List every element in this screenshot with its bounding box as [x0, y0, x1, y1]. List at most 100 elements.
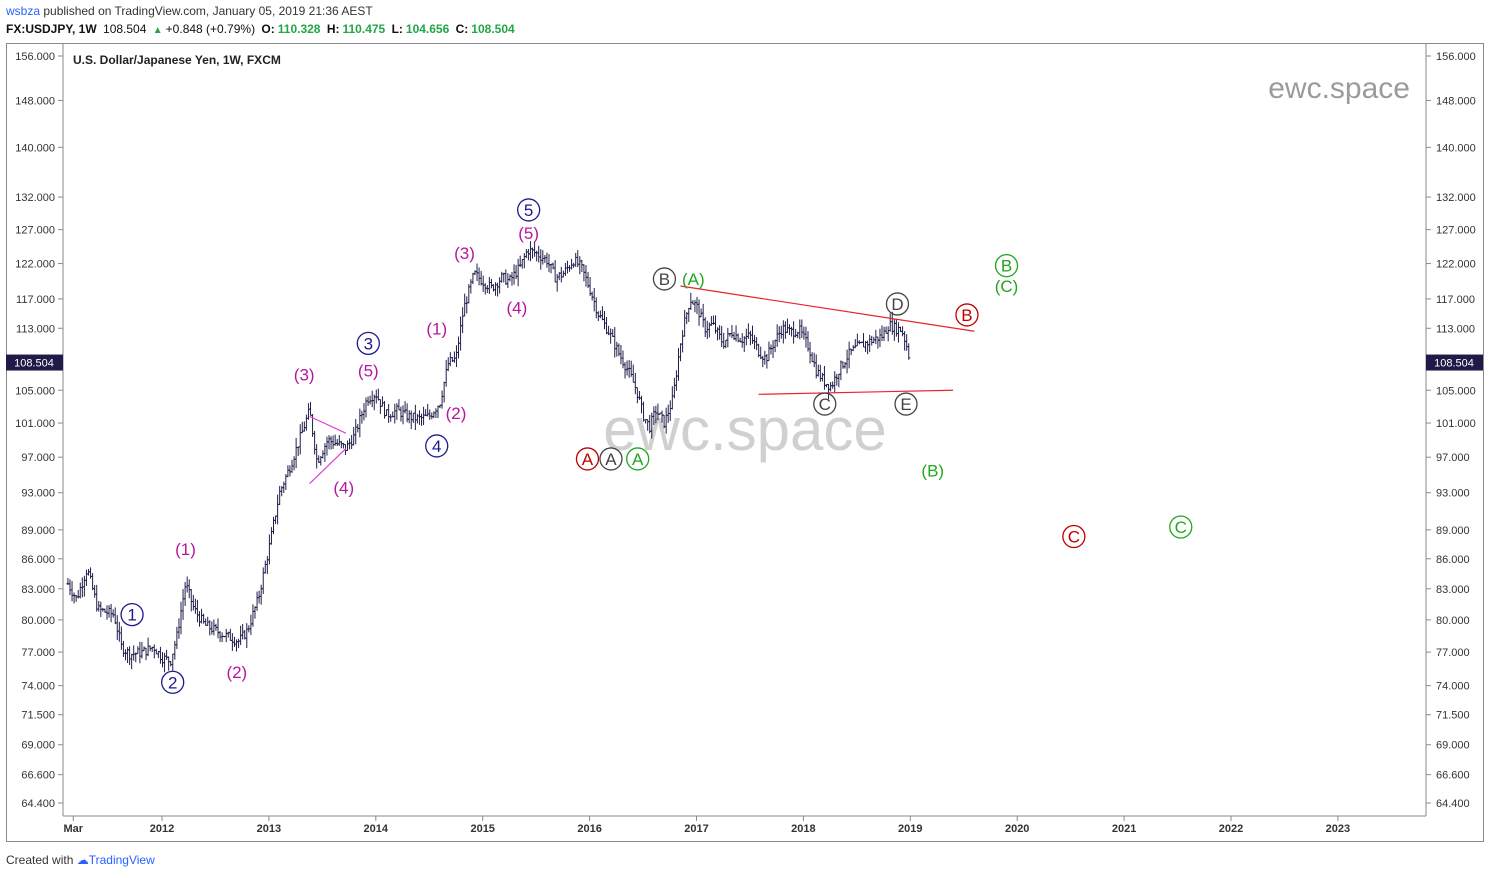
low-label: L: [391, 22, 403, 36]
x-tick-label: 2022 [1219, 823, 1243, 835]
wave-label[interactable]: (A) [682, 270, 705, 289]
wave-label-circle[interactable] [885, 292, 910, 316]
triangle-line[interactable] [309, 448, 347, 485]
x-tick-label: 2015 [470, 823, 494, 835]
wave-label[interactable]: (5) [358, 361, 379, 380]
x-axis[interactable]: Mar 2012 2013 2014 2015 2016 2017 2018 2019 2020 2… [63, 816, 1350, 835]
last-price: 108.504 [103, 22, 147, 36]
x-tick-label: 2020 [1005, 823, 1029, 835]
drawing-lines[interactable] [309, 285, 975, 485]
y-tick-label-right: 156.000 [1436, 51, 1476, 63]
wave-label-circle[interactable] [356, 331, 380, 355]
chart-title: U.S. Dollar/Japanese Yen, 1W, FXCM [73, 53, 281, 67]
wave-label-circle[interactable] [1169, 515, 1193, 539]
y-tick-label-right: 66.600 [1436, 770, 1470, 782]
low-value: 104.656 [405, 22, 450, 36]
x-tick-label: 2013 [257, 823, 281, 835]
center-watermark: ewc.space [603, 396, 886, 463]
wave-label[interactable]: C [819, 395, 831, 414]
symbol-info-bar: FX:USDJPY, 1W 108.504 ▲ +0.848 (+0.79%) O… [6, 22, 518, 36]
wave-label[interactable]: C [1068, 528, 1080, 547]
y-tick-label-right: 69.000 [1436, 740, 1470, 752]
wave-label-circle[interactable] [517, 198, 541, 222]
x-tick-label: Mar [63, 823, 83, 835]
open-label: O: [261, 22, 275, 36]
trendline-lower[interactable] [758, 389, 954, 395]
wave-label[interactable]: (3) [454, 244, 475, 263]
wave-label[interactable]: 5 [524, 201, 533, 220]
last-price-tag-right [1426, 354, 1483, 371]
y-tick-label-right: 127.000 [1436, 225, 1476, 237]
wave-label-circle[interactable] [955, 303, 979, 327]
wave-labels[interactable]: 12(1)(2)(3)(4)(5)34(1)(2)(3)(4)(5)5A A AB(… [120, 198, 1193, 694]
y-tick-label-right: 101.000 [1436, 418, 1476, 430]
y-tick-label-right: 89.000 [1436, 525, 1470, 537]
wave-label[interactable]: (C) [995, 277, 1019, 296]
y-tick-label-left: 86.000 [21, 554, 55, 566]
wave-label[interactable]: B [659, 270, 670, 289]
wave-label[interactable]: B [1001, 257, 1012, 276]
wave-label-circle[interactable] [161, 670, 185, 694]
wave-label[interactable]: 1 [127, 606, 136, 625]
wave-label[interactable]: (B) [921, 461, 944, 480]
wave-label-circle[interactable] [894, 392, 918, 416]
y-tick-label-left: 132.000 [15, 192, 55, 204]
y-tick-label-right: 83.000 [1436, 584, 1470, 596]
wave-label-circle[interactable] [120, 602, 144, 627]
y-tick-label-left: 140.000 [15, 142, 55, 154]
wave-label-circle[interactable] [425, 434, 449, 458]
tradingview-brand-link[interactable]: TradingView [88, 853, 155, 867]
wave-label[interactable]: E [900, 395, 911, 414]
wave-label-circle[interactable] [599, 447, 623, 471]
x-tick-label: 2014 [364, 823, 389, 835]
change-value: +0.848 (+0.79%) [165, 22, 256, 36]
wave-label[interactable]: D [891, 295, 903, 314]
last-price-tag-left [6, 354, 63, 371]
wave-label-circle[interactable] [994, 253, 1019, 278]
wave-label[interactable]: 4 [432, 437, 441, 456]
wave-label[interactable]: (3) [294, 365, 315, 384]
wave-label[interactable]: A [605, 450, 617, 469]
high-value: 110.475 [342, 22, 386, 36]
y-tick-label-left: 93.000 [21, 488, 55, 500]
wave-label[interactable]: B [961, 306, 972, 325]
wave-label[interactable]: A [632, 450, 644, 469]
wave-label[interactable]: (4) [507, 299, 528, 318]
triangle-line[interactable] [309, 415, 347, 434]
wave-label[interactable]: (4) [333, 478, 354, 497]
last-price-tag-right-label: 108.504 [1434, 358, 1474, 370]
created-with-text: Created with [6, 853, 74, 867]
wave-label-circle[interactable] [652, 267, 677, 291]
y-tick-label-left: 66.600 [21, 770, 55, 782]
wave-label[interactable]: (5) [518, 224, 539, 243]
y-tick-label-left: 69.000 [21, 740, 55, 752]
wave-label[interactable]: (1) [426, 319, 447, 338]
tradingview-logo-icon: ☁ [76, 853, 89, 867]
ohlc-bars [66, 241, 911, 673]
y-tick-label-right: 86.000 [1436, 554, 1470, 566]
y-axis[interactable]: 156.000 156.000 148.000 148.000 140.000 140.0… [15, 51, 1476, 810]
wave-label[interactable]: 3 [364, 334, 373, 353]
wave-label[interactable]: (2) [446, 404, 467, 423]
y-tick-label-left: 113.000 [16, 323, 55, 335]
y-tick-label-left: 89.000 [21, 525, 55, 537]
y-tick-label-right: 80.000 [1436, 615, 1470, 627]
wave-label-circle[interactable] [575, 447, 600, 471]
symbol-label[interactable]: FX:USDJPY, 1W [6, 22, 97, 36]
wave-label[interactable]: (2) [226, 663, 247, 682]
wave-label-circle[interactable] [626, 447, 650, 471]
y-tick-label-left: 156.000 [15, 51, 55, 63]
wave-label[interactable]: C [1175, 518, 1187, 537]
y-tick-label-right: 140.000 [1436, 142, 1476, 154]
corner-watermark: ewc.space [1268, 72, 1410, 105]
wave-label[interactable]: (1) [175, 540, 196, 559]
author-link[interactable]: wsbza [6, 4, 41, 18]
wave-label-circle[interactable] [813, 392, 837, 416]
wave-label-circle[interactable] [1062, 524, 1086, 549]
wave-label[interactable]: A [582, 450, 594, 469]
x-tick-label: 2019 [898, 823, 922, 835]
trendline-upper[interactable] [680, 285, 975, 332]
wave-label[interactable]: 2 [168, 673, 177, 692]
close-label: C: [455, 22, 469, 36]
